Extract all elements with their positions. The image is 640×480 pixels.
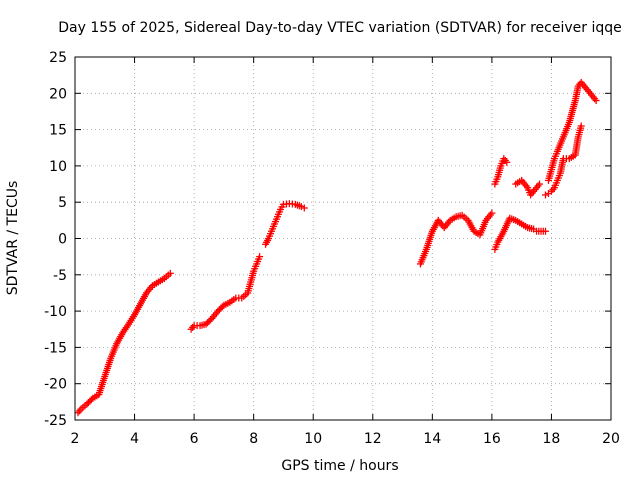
y-tick-label: 20 [49,86,67,102]
y-axis-label: SDTVAR / TECUs [5,181,21,296]
data-points [74,78,600,417]
data-point-marker [592,97,600,105]
data-point-marker [536,180,544,188]
series-seg9 [544,78,600,184]
y-tick-label: 15 [49,123,67,139]
series-seg6 [491,155,511,188]
series-seg3 [262,200,308,248]
x-tick-label: 4 [130,431,139,447]
data-point-marker [166,269,174,277]
y-tick-label: 5 [58,195,67,211]
data-point-marker [488,209,496,217]
series-seg5 [491,214,549,253]
series-seg1 [74,269,174,417]
y-tick-label: -5 [53,268,67,284]
x-tick-label: 10 [304,431,322,447]
x-tick-label: 20 [602,431,620,447]
series-seg2 [187,253,264,333]
x-tick-label: 8 [249,431,258,447]
series-seg8 [541,122,585,199]
y-tick-label: 25 [49,50,67,66]
y-tick-label: -25 [44,413,67,429]
plot-frame [74,56,612,421]
y-tick-label: -15 [44,340,67,356]
axis-ticks: 2 4 6 8 10 12 14 16 18 20 -25 -20 -15 -10 -5 0 5 10 15 20 25 [44,50,620,447]
y-tick-label: 0 [58,232,67,248]
data-point-marker [503,158,511,166]
data-point-marker [256,253,264,261]
y-tick-label: -20 [44,377,67,393]
x-tick-label: 12 [364,431,382,447]
chart-title: Day 155 of 2025, Sidereal Day-to-day VTE… [58,20,622,36]
data-point-marker [541,227,549,235]
x-tick-label: 2 [71,431,80,447]
data-point-marker [300,204,308,212]
grid-lines [75,57,611,420]
data-point-marker [577,122,585,130]
x-tick-label: 16 [483,431,501,447]
y-tick-label: 10 [49,159,67,175]
x-tick-label: 6 [190,431,199,447]
series-seg7 [512,176,544,199]
series-seg4 [416,209,496,268]
x-tick-label: 14 [423,431,441,447]
x-tick-label: 18 [543,431,561,447]
x-axis-label: GPS time / hours [281,458,398,474]
y-tick-label: -10 [44,304,67,320]
